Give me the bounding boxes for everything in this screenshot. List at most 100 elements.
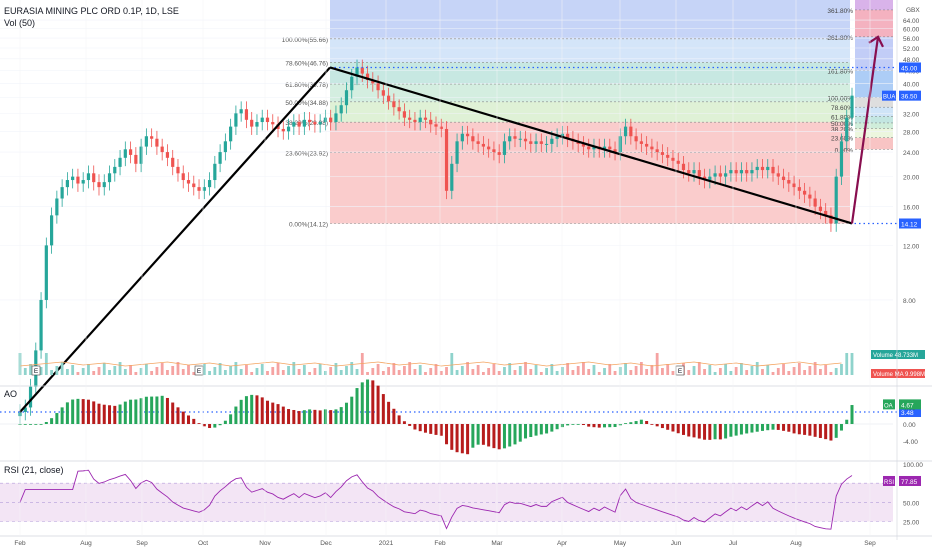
- ao-bar: [697, 424, 701, 439]
- candle-body: [39, 299, 43, 351]
- ao-bar: [745, 424, 749, 434]
- volume-bar: [424, 372, 427, 375]
- volume-bar: [613, 371, 617, 375]
- volume-bar: [144, 364, 148, 375]
- price-tag: [899, 407, 921, 418]
- ao-bar: [566, 424, 570, 426]
- volume-bar: [102, 363, 106, 375]
- candle-body: [387, 95, 391, 102]
- rsi-tick-label: 25.00: [903, 520, 920, 527]
- ao-bar: [581, 424, 585, 426]
- fib-ext-label: 61.80%: [831, 114, 853, 121]
- volume-bar: [60, 362, 64, 375]
- ao-bar: [481, 424, 485, 445]
- volume-bar: [92, 371, 96, 375]
- ao-bar: [739, 424, 743, 435]
- candle-body: [281, 128, 285, 132]
- ao-bar: [350, 396, 354, 424]
- y-tick-label: 40.00: [903, 81, 920, 88]
- ao-bar: [234, 406, 238, 424]
- ao-bar: [439, 424, 443, 436]
- candle-body: [608, 146, 612, 150]
- candle-body: [408, 117, 412, 120]
- candle-body: [671, 157, 675, 161]
- rsi-tick-label: 50.00: [903, 500, 920, 507]
- volume-bar: [445, 367, 448, 375]
- fib-zone: [330, 38, 850, 63]
- ao-bar: [123, 401, 127, 424]
- candle-body: [687, 170, 691, 174]
- volume-bar: [508, 363, 512, 375]
- volume-bar: [576, 366, 580, 375]
- volume-bar: [771, 372, 775, 375]
- volume-bar: [524, 362, 527, 375]
- price-tag: [899, 62, 921, 73]
- volume-bar: [608, 364, 612, 375]
- volume-bar: [792, 367, 796, 375]
- ao-bar: [34, 424, 38, 425]
- ao-bar: [502, 424, 506, 449]
- ao-bar: [592, 424, 596, 428]
- fib-zone: [330, 101, 850, 123]
- rsi-tick-label: 100.00: [903, 462, 923, 469]
- candle-body: [618, 136, 622, 153]
- ao-bar: [281, 406, 285, 424]
- candle-body: [629, 126, 633, 137]
- candle-body: [350, 76, 354, 91]
- volume-bar: [260, 364, 264, 375]
- y-tick-label: 8.00: [903, 298, 916, 305]
- volume-bar: [539, 372, 543, 375]
- volume-bar: [650, 365, 654, 375]
- ao-bar: [750, 424, 754, 433]
- candle-body: [824, 210, 828, 216]
- ao-bar: [429, 424, 433, 434]
- candle-body: [397, 107, 401, 112]
- volume-bar: [545, 368, 548, 375]
- volume-bar: [629, 370, 633, 375]
- volume-bar: [29, 364, 32, 375]
- ao-tick-label: 0.00: [903, 422, 916, 429]
- ao-bar: [671, 424, 675, 432]
- volume-bar: [360, 353, 364, 375]
- candle-body: [250, 119, 254, 127]
- candle-body: [244, 109, 249, 120]
- fib-ext-label: 161.80%: [827, 68, 853, 75]
- volume-bar: [245, 365, 248, 375]
- candle-body: [729, 170, 733, 174]
- candle-body: [660, 152, 665, 155]
- volume-bar: [202, 364, 206, 375]
- volume-bar: [271, 367, 275, 375]
- volume-bar: [429, 368, 433, 375]
- volume-bar: [571, 370, 575, 375]
- volume-bar: [302, 365, 306, 375]
- ao-bar: [360, 382, 364, 424]
- candle-body: [107, 173, 112, 183]
- ao-bar: [181, 411, 185, 424]
- ao-bar: [50, 418, 54, 424]
- volume-bar: [840, 364, 843, 375]
- fib-ext-zone: [855, 116, 893, 123]
- candle-body: [60, 187, 64, 199]
- candle-body: [260, 117, 264, 123]
- ao-bar: [171, 402, 175, 424]
- ao-bar: [813, 424, 817, 437]
- volume-bar: [229, 366, 233, 375]
- volume-bar: [387, 367, 391, 375]
- volume-bar: [129, 365, 132, 375]
- volume-label: Vol (50): [4, 18, 36, 28]
- candle-body: [292, 122, 296, 127]
- volume-bar: [392, 363, 396, 375]
- fib-level-label: 23.60%(23.92): [285, 151, 328, 158]
- candle-body: [376, 83, 380, 91]
- volume-bar: [418, 365, 422, 375]
- candle-body: [186, 180, 191, 184]
- ao-bar: [413, 424, 417, 430]
- ao-bar: [187, 415, 191, 424]
- candle-body: [465, 133, 470, 137]
- earnings-marker: [31, 365, 41, 376]
- volume-bar: [192, 372, 196, 375]
- volume-bar: [434, 364, 438, 375]
- candle-body: [49, 215, 54, 246]
- volume-bar: [645, 369, 649, 375]
- volume-bar: [329, 367, 333, 375]
